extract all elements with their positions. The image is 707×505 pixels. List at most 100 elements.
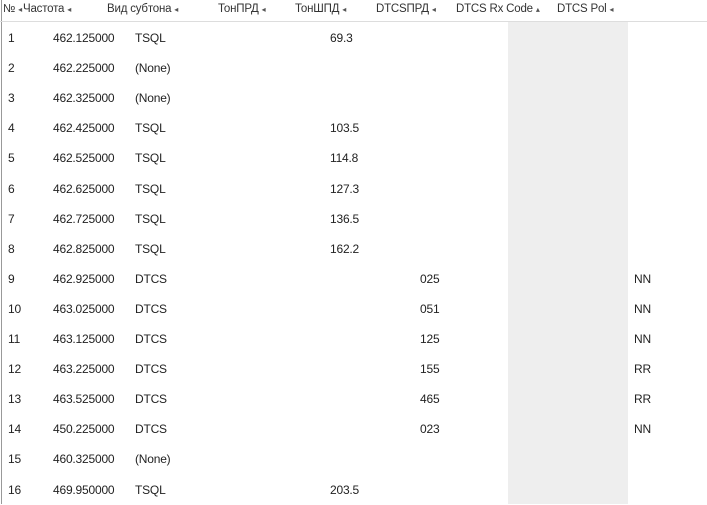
table-row[interactable]: 13 463.525000 DTCS 465 RR — [0, 384, 707, 414]
cell-dtcs-tx[interactable]: 051 — [420, 301, 440, 316]
cell-subtone-type[interactable]: (None) — [135, 452, 171, 467]
table-row[interactable]: 7 462.725000 TSQL 136.5 — [0, 204, 707, 234]
cell-tone-rx[interactable]: 127.3 — [330, 181, 360, 196]
cell-tone-rx[interactable]: 69.3 — [330, 31, 353, 45]
cell-tone-rx[interactable]: 203.5 — [330, 482, 360, 497]
column-header-tone-rx[interactable]: ТонШПД ◂ — [295, 3, 346, 15]
cell-number[interactable]: 6 — [8, 181, 15, 196]
cell-frequency[interactable]: 462.325000 — [53, 91, 115, 106]
cell-subtone-type[interactable]: DTCS — [135, 271, 167, 286]
cell-dtcs-tx[interactable]: 023 — [420, 422, 440, 437]
sort-arrow-icon[interactable]: ◂ — [342, 5, 347, 14]
table-row[interactable]: 3 462.325000 (None) — [0, 83, 707, 113]
table-row[interactable]: 12 463.225000 DTCS 155 RR — [0, 354, 707, 384]
cell-subtone-type[interactable]: TSQL — [135, 31, 166, 45]
cell-tone-rx[interactable]: 103.5 — [330, 121, 360, 136]
cell-number[interactable]: 1 — [8, 31, 15, 45]
cell-tone-rx[interactable]: 136.5 — [330, 211, 360, 226]
column-header-dtcs-tx[interactable]: DTCSПРД ◂ — [376, 3, 436, 15]
cell-dtcs-pol[interactable]: NN — [634, 271, 651, 286]
cell-dtcs-tx[interactable]: 125 — [420, 332, 440, 346]
cell-frequency[interactable]: 460.325000 — [53, 452, 115, 467]
cell-frequency[interactable]: 463.525000 — [53, 392, 115, 407]
cell-number[interactable]: 13 — [8, 392, 21, 407]
cell-frequency[interactable]: 463.225000 — [53, 362, 115, 377]
table-row[interactable]: 15 460.325000 (None) — [0, 444, 707, 474]
cell-tone-rx[interactable]: 162.2 — [330, 241, 360, 256]
cell-subtone-type[interactable]: DTCS — [135, 362, 167, 377]
sort-arrow-icon[interactable]: ◂ — [261, 5, 266, 14]
cell-frequency[interactable]: 462.825000 — [53, 241, 115, 256]
cell-subtone-type[interactable]: TSQL — [135, 181, 166, 196]
cell-subtone-type[interactable]: (None) — [135, 91, 171, 106]
cell-subtone-type[interactable]: DTCS — [135, 301, 167, 316]
column-header-number[interactable]: № ◂ — [3, 3, 22, 15]
column-header-subtone-type[interactable]: Вид субтона ◂ — [107, 3, 178, 15]
cell-number[interactable]: 15 — [8, 452, 21, 467]
cell-subtone-type[interactable]: (None) — [135, 61, 171, 76]
sort-arrow-icon[interactable]: ◂ — [67, 5, 72, 14]
column-label: ТонШПД — [295, 3, 340, 15]
cell-subtone-type[interactable]: TSQL — [135, 151, 166, 166]
cell-subtone-type[interactable]: DTCS — [135, 332, 167, 346]
cell-number[interactable]: 8 — [8, 241, 15, 256]
cell-subtone-type[interactable]: TSQL — [135, 121, 166, 136]
cell-number[interactable]: 11 — [8, 332, 21, 346]
cell-dtcs-pol[interactable]: NN — [634, 301, 651, 316]
cell-frequency[interactable]: 462.925000 — [53, 271, 115, 286]
cell-number[interactable]: 2 — [8, 61, 15, 76]
cell-number[interactable]: 5 — [8, 151, 15, 166]
column-header-dtcs-pol[interactable]: DTCS Pol ◂ — [557, 3, 614, 15]
cell-subtone-type[interactable]: TSQL — [135, 482, 166, 497]
cell-frequency[interactable]: 462.525000 — [53, 151, 115, 166]
column-header-tone-tx[interactable]: ТонПРД ◂ — [218, 3, 266, 15]
cell-number[interactable]: 3 — [8, 91, 15, 106]
cell-frequency[interactable]: 462.125000 — [53, 31, 115, 45]
table-row[interactable]: 9 462.925000 DTCS 025 NN — [0, 264, 707, 294]
cell-dtcs-pol[interactable]: RR — [634, 362, 651, 377]
table-row[interactable]: 14 450.225000 DTCS 023 NN — [0, 414, 707, 444]
table-row[interactable]: 10 463.025000 DTCS 051 NN — [0, 294, 707, 324]
cell-number[interactable]: 4 — [8, 121, 15, 136]
sort-arrow-icon[interactable]: ◂ — [18, 5, 22, 14]
cell-dtcs-tx[interactable]: 465 — [420, 392, 440, 407]
cell-dtcs-tx[interactable]: 025 — [420, 271, 440, 286]
cell-frequency[interactable]: 462.625000 — [53, 181, 115, 196]
cell-tone-rx[interactable]: 114.8 — [330, 151, 359, 166]
cell-dtcs-pol[interactable]: RR — [634, 392, 651, 407]
cell-subtone-type[interactable]: TSQL — [135, 241, 166, 256]
cell-subtone-type[interactable]: DTCS — [135, 422, 167, 437]
cell-number[interactable]: 7 — [8, 211, 15, 226]
cell-dtcs-pol[interactable]: NN — [634, 422, 651, 437]
cell-number[interactable]: 10 — [8, 301, 21, 316]
column-header-frequency[interactable]: Частота ◂ — [23, 3, 71, 15]
cell-frequency[interactable]: 450.225000 — [53, 422, 115, 437]
cell-subtone-type[interactable]: DTCS — [135, 392, 167, 407]
table-row[interactable]: 6 462.625000 TSQL 127.3 — [0, 174, 707, 204]
cell-number[interactable]: 16 — [8, 482, 21, 497]
cell-frequency[interactable]: 463.125000 — [53, 332, 115, 346]
cell-frequency[interactable]: 469.950000 — [53, 482, 115, 497]
table-row[interactable]: 2 462.225000 (None) — [0, 53, 707, 83]
sort-arrow-icon[interactable]: ◂ — [609, 5, 614, 14]
cell-number[interactable]: 9 — [8, 271, 15, 286]
cell-dtcs-pol[interactable]: NN — [634, 332, 651, 346]
cell-number[interactable]: 14 — [8, 422, 21, 437]
table-row[interactable]: 4 462.425000 TSQL 103.5 — [0, 113, 707, 143]
sort-arrow-icon[interactable]: ▴ — [535, 5, 540, 14]
cell-subtone-type[interactable]: TSQL — [135, 211, 166, 226]
sort-arrow-icon[interactable]: ◂ — [431, 5, 436, 14]
cell-frequency[interactable]: 462.725000 — [53, 211, 115, 226]
sort-arrow-icon[interactable]: ◂ — [174, 5, 179, 14]
table-row[interactable]: 16 469.950000 TSQL 203.5 — [0, 475, 707, 505]
cell-frequency[interactable]: 463.025000 — [53, 301, 115, 316]
cell-frequency[interactable]: 462.225000 — [53, 61, 115, 76]
cell-frequency[interactable]: 462.425000 — [53, 121, 115, 136]
cell-number[interactable]: 12 — [8, 362, 21, 377]
table-row[interactable]: 11 463.125000 DTCS 125 NN — [0, 324, 707, 354]
column-header-dtcs-rx-code[interactable]: DTCS Rx Code ▴ — [456, 3, 540, 15]
table-row[interactable]: 5 462.525000 TSQL 114.8 — [0, 143, 707, 173]
table-row[interactable]: 1 462.125000 TSQL 69.3 — [0, 23, 707, 53]
cell-dtcs-tx[interactable]: 155 — [420, 362, 440, 377]
table-row[interactable]: 8 462.825000 TSQL 162.2 — [0, 234, 707, 264]
